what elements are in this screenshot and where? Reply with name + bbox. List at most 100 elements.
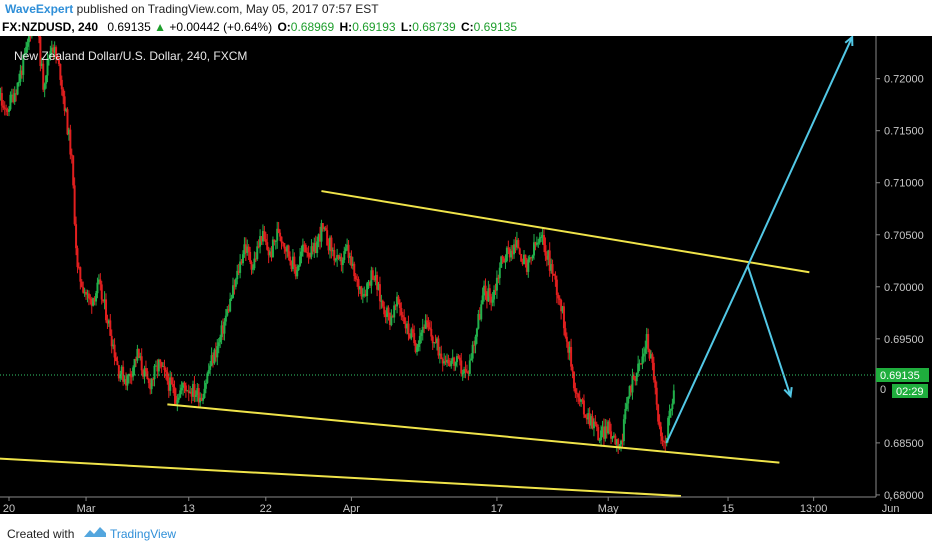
candle-body <box>132 367 135 377</box>
candle-body <box>321 223 324 229</box>
candle-body <box>164 370 167 372</box>
candle-body <box>244 244 247 253</box>
candle-body <box>431 336 434 344</box>
candle-body <box>56 57 59 60</box>
candle-body <box>411 329 414 334</box>
candle-body <box>525 259 528 272</box>
candle-body <box>373 279 376 281</box>
tradingview-brand-link[interactable]: TradingView <box>110 527 177 541</box>
candle-body <box>256 246 259 260</box>
candle-body <box>75 224 78 249</box>
candle-body <box>46 58 49 76</box>
candle-body <box>57 59 60 65</box>
candle-body <box>116 361 119 366</box>
countdown-label-bg <box>892 384 928 398</box>
candle-body <box>575 392 578 394</box>
low-label: L: <box>400 20 413 34</box>
candle-body <box>224 315 227 322</box>
candle-body <box>424 320 427 329</box>
candle-body <box>250 261 253 270</box>
candle-body <box>67 129 70 135</box>
candle-body <box>316 241 319 254</box>
candle-body <box>488 288 491 297</box>
lower-trendline <box>167 403 780 464</box>
candle-body <box>507 247 510 249</box>
candle-body <box>160 362 163 367</box>
candle-body <box>310 246 313 257</box>
candle-body <box>668 410 671 418</box>
candle-body <box>207 369 210 374</box>
candle-body <box>90 298 93 306</box>
candle-body <box>279 232 282 237</box>
candle-body <box>494 289 497 291</box>
candle-body <box>381 300 384 307</box>
candle-body <box>79 267 82 282</box>
price-chart[interactable]: 0.72000 0.71500 0.71000 0.70500 0.70000 0.695… <box>0 36 932 514</box>
candle-body <box>336 255 339 259</box>
candle-body <box>65 109 68 111</box>
candle-body <box>622 419 625 442</box>
candle-body <box>641 356 644 365</box>
candle-body <box>380 300 383 302</box>
bottom-trendline <box>0 457 682 497</box>
candle-body <box>511 250 514 255</box>
candle-body <box>387 307 390 313</box>
candle-body <box>136 349 139 361</box>
x-tick-label: 15 <box>722 503 734 514</box>
candle-body <box>117 365 120 379</box>
candle-body <box>552 273 555 276</box>
candle-body <box>237 270 240 273</box>
candle-body <box>518 248 521 255</box>
candle-body <box>386 307 389 317</box>
candle-body <box>625 403 628 410</box>
candle-body <box>644 348 647 354</box>
candle-body <box>455 356 458 363</box>
candle-body <box>584 414 587 418</box>
candle-body <box>363 293 366 296</box>
candle-body <box>196 388 199 396</box>
candle-body <box>323 227 326 229</box>
candle-body <box>457 356 460 358</box>
candle-body <box>105 299 108 321</box>
candle-body <box>376 275 379 290</box>
candle-body <box>483 285 486 296</box>
candle-body <box>100 284 103 300</box>
quote-bar: FX:NZDUSD, 240 0.69135 ▲ +0.00442 (+0.64… <box>0 18 932 36</box>
candle-body <box>406 323 409 329</box>
candle-body <box>216 346 219 358</box>
author-link[interactable]: WaveExpert <box>5 2 74 16</box>
candle-body <box>554 275 557 280</box>
candle-body <box>610 431 613 439</box>
candle-body <box>521 261 524 265</box>
candle-body <box>20 70 23 75</box>
candle-body <box>343 251 346 260</box>
candle-body <box>253 258 256 269</box>
candle-body <box>470 358 473 361</box>
candle-body <box>543 235 545 246</box>
candle-body <box>647 334 650 350</box>
candle-body <box>430 328 433 337</box>
candle-body <box>350 256 353 266</box>
candle-body <box>510 250 513 258</box>
candle-body <box>659 426 662 437</box>
candle-body <box>267 249 270 256</box>
candle-body <box>290 261 293 270</box>
candle-body <box>72 155 75 186</box>
candle-body <box>594 421 597 425</box>
candle-body <box>40 63 43 66</box>
candle-body <box>447 359 450 364</box>
candle-body <box>170 377 173 385</box>
candle-body <box>672 390 675 404</box>
candle-body <box>356 279 359 281</box>
candle-body <box>602 426 605 439</box>
candle-body <box>177 397 180 400</box>
candle-body <box>640 363 643 365</box>
candle-body <box>490 296 493 303</box>
candle-body <box>637 363 640 373</box>
candle-body <box>5 108 8 110</box>
candle-body <box>537 242 540 244</box>
candle-body <box>346 244 349 249</box>
change-up-icon: ▲ <box>154 20 166 34</box>
candle-body <box>115 357 117 362</box>
y-tick-label: 0.68000 <box>884 490 924 502</box>
